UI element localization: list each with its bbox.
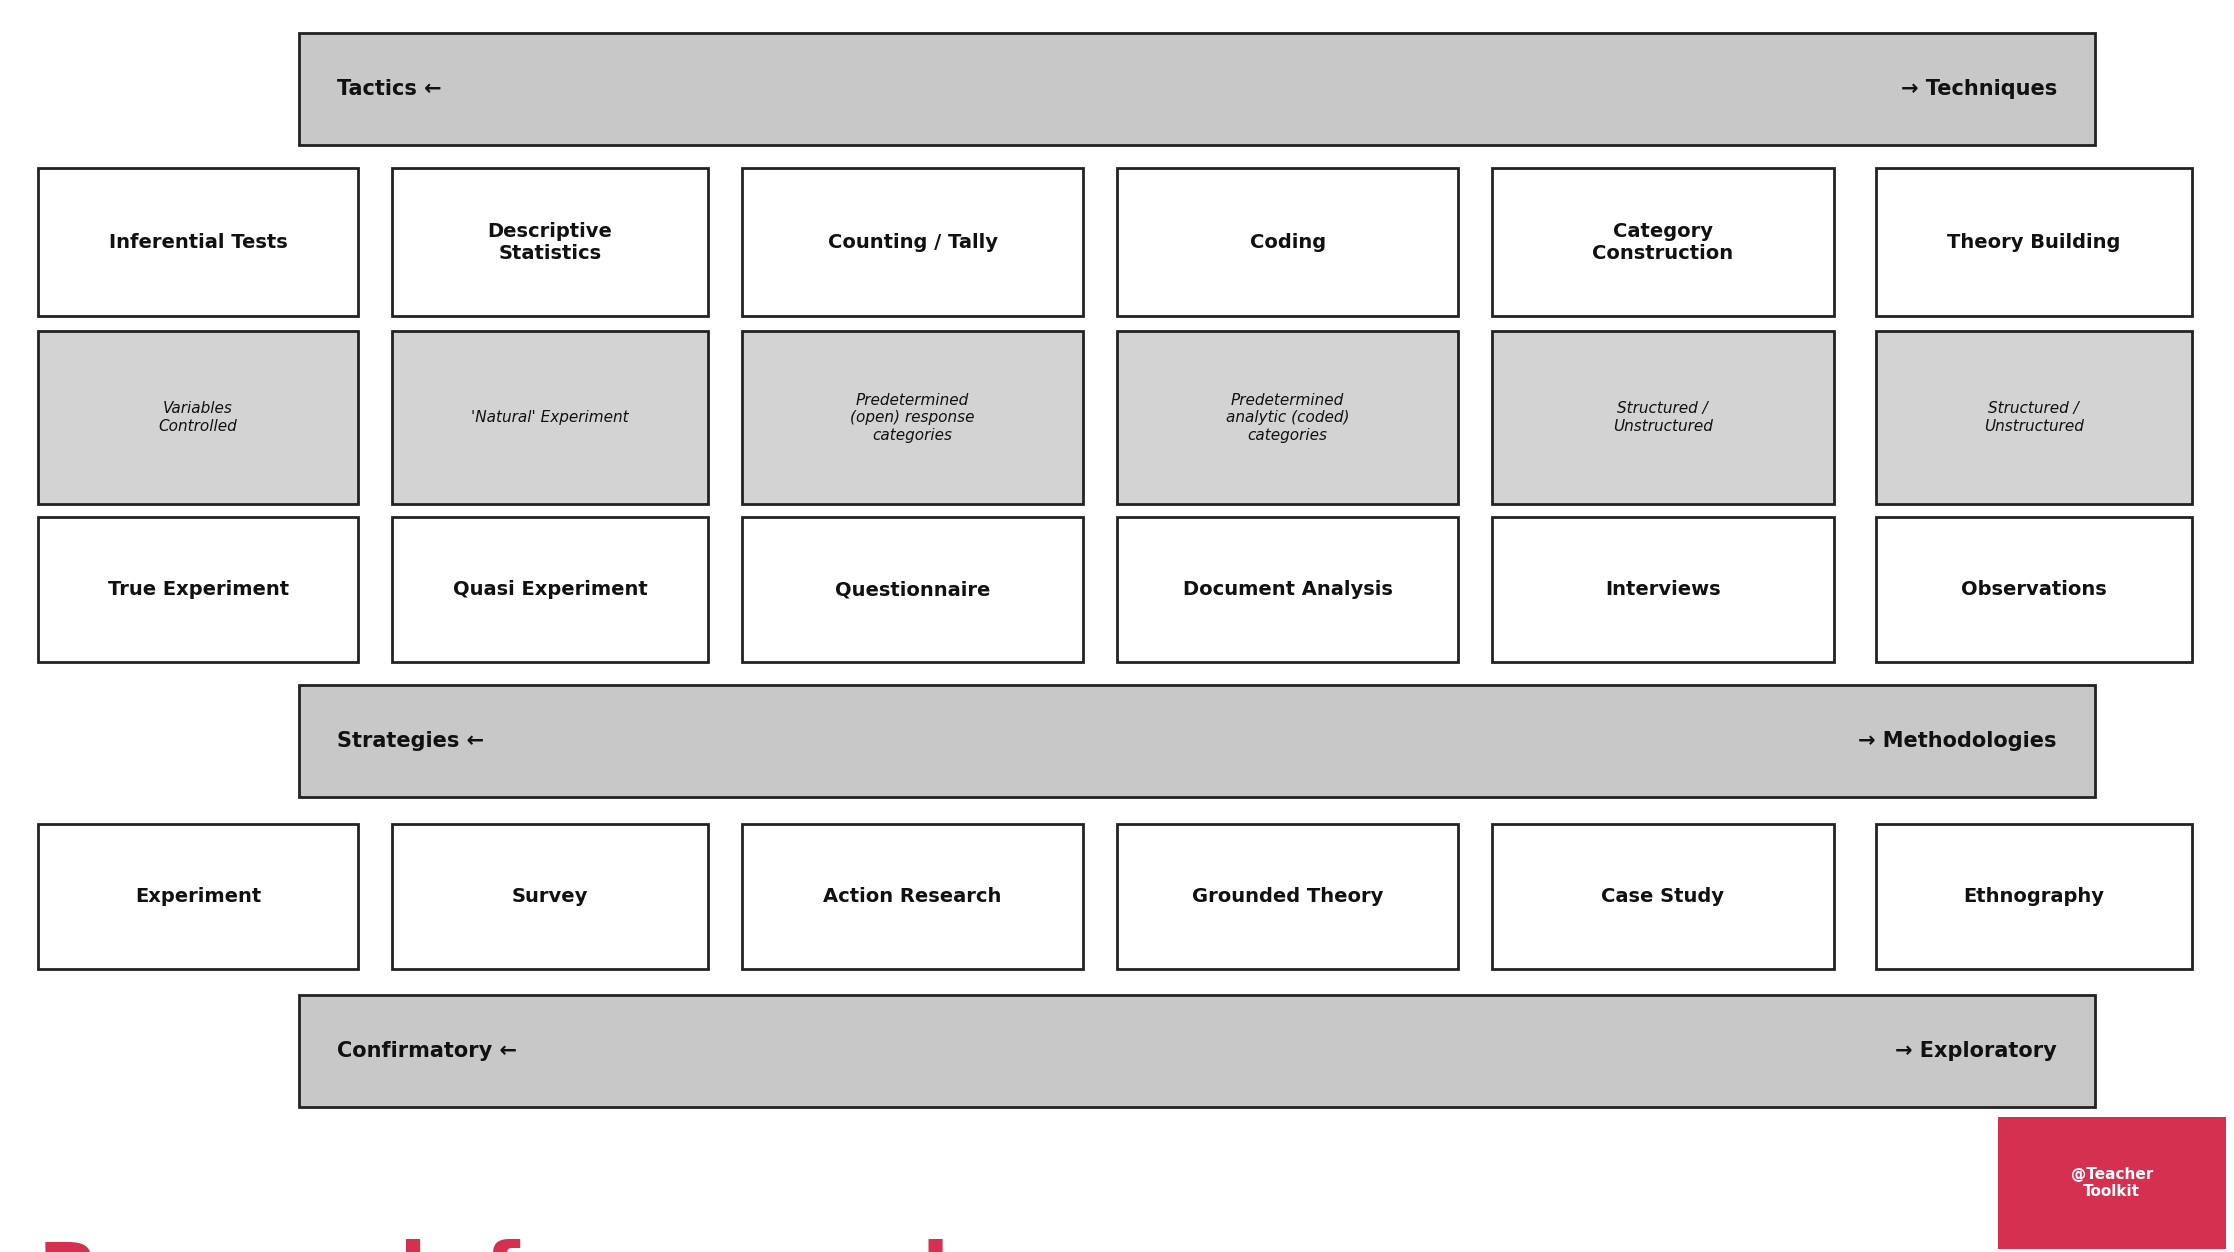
Text: Confirmatory ←: Confirmatory ← <box>337 1040 518 1060</box>
FancyBboxPatch shape <box>742 517 1083 662</box>
FancyBboxPatch shape <box>391 517 708 662</box>
FancyBboxPatch shape <box>299 995 2095 1107</box>
Text: Structured /
Unstructured: Structured / Unstructured <box>1613 402 1713 433</box>
Text: Action Research: Action Research <box>824 886 1001 905</box>
FancyBboxPatch shape <box>391 168 708 317</box>
FancyBboxPatch shape <box>1492 517 1834 662</box>
Text: Research framework: Research framework <box>38 1238 976 1252</box>
FancyBboxPatch shape <box>391 331 708 505</box>
Text: Strategies ←: Strategies ← <box>337 731 485 751</box>
FancyBboxPatch shape <box>1492 331 1834 505</box>
FancyBboxPatch shape <box>1117 824 1459 969</box>
Text: Observations: Observations <box>1961 580 2107 600</box>
Text: Survey: Survey <box>512 886 588 905</box>
Text: Theory Building: Theory Building <box>1948 233 2120 252</box>
Text: Case Study: Case Study <box>1602 886 1725 905</box>
FancyBboxPatch shape <box>742 168 1083 317</box>
FancyBboxPatch shape <box>1492 824 1834 969</box>
Text: → Exploratory: → Exploratory <box>1894 1040 2058 1060</box>
FancyBboxPatch shape <box>1492 168 1834 317</box>
FancyBboxPatch shape <box>742 331 1083 505</box>
Text: Interviews: Interviews <box>1604 580 1720 600</box>
FancyBboxPatch shape <box>1877 168 2192 317</box>
Text: Grounded Theory: Grounded Theory <box>1193 886 1383 905</box>
FancyBboxPatch shape <box>1117 331 1459 505</box>
Text: Predetermined
analytic (coded)
categories: Predetermined analytic (coded) categorie… <box>1226 393 1349 442</box>
Text: Category
Construction: Category Construction <box>1593 222 1734 263</box>
FancyBboxPatch shape <box>299 33 2095 145</box>
Text: Experiment: Experiment <box>134 886 261 905</box>
FancyBboxPatch shape <box>391 824 708 969</box>
Text: Counting / Tally: Counting / Tally <box>827 233 999 252</box>
Text: Coding: Coding <box>1249 233 1325 252</box>
FancyBboxPatch shape <box>299 685 2095 798</box>
FancyBboxPatch shape <box>38 331 357 505</box>
FancyBboxPatch shape <box>38 824 357 969</box>
Text: Descriptive
Statistics: Descriptive Statistics <box>487 222 612 263</box>
Text: Questionnaire: Questionnaire <box>836 580 990 600</box>
Text: Predetermined
(open) response
categories: Predetermined (open) response categories <box>851 393 974 442</box>
FancyBboxPatch shape <box>1877 517 2192 662</box>
FancyBboxPatch shape <box>38 517 357 662</box>
Text: Quasi Experiment: Quasi Experiment <box>454 580 648 600</box>
Text: @Teacher
Toolkit: @Teacher Toolkit <box>2071 1167 2154 1199</box>
Text: Tactics ←: Tactics ← <box>337 79 442 99</box>
FancyBboxPatch shape <box>1877 331 2192 505</box>
Text: → Techniques: → Techniques <box>1901 79 2058 99</box>
FancyBboxPatch shape <box>1877 824 2192 969</box>
Text: Structured /
Unstructured: Structured / Unstructured <box>1984 402 2084 433</box>
Text: → Methodologies: → Methodologies <box>1859 731 2058 751</box>
Text: Document Analysis: Document Analysis <box>1182 580 1392 600</box>
FancyBboxPatch shape <box>1117 168 1459 317</box>
Text: Variables
Controlled: Variables Controlled <box>159 402 237 433</box>
FancyBboxPatch shape <box>38 168 357 317</box>
Text: Inferential Tests: Inferential Tests <box>109 233 288 252</box>
Text: True Experiment: True Experiment <box>107 580 288 600</box>
FancyBboxPatch shape <box>1997 1117 2225 1248</box>
FancyBboxPatch shape <box>742 824 1083 969</box>
Text: 'Natural' Experiment: 'Natural' Experiment <box>471 411 630 426</box>
Text: Ethnography: Ethnography <box>1964 886 2104 905</box>
FancyBboxPatch shape <box>1117 517 1459 662</box>
